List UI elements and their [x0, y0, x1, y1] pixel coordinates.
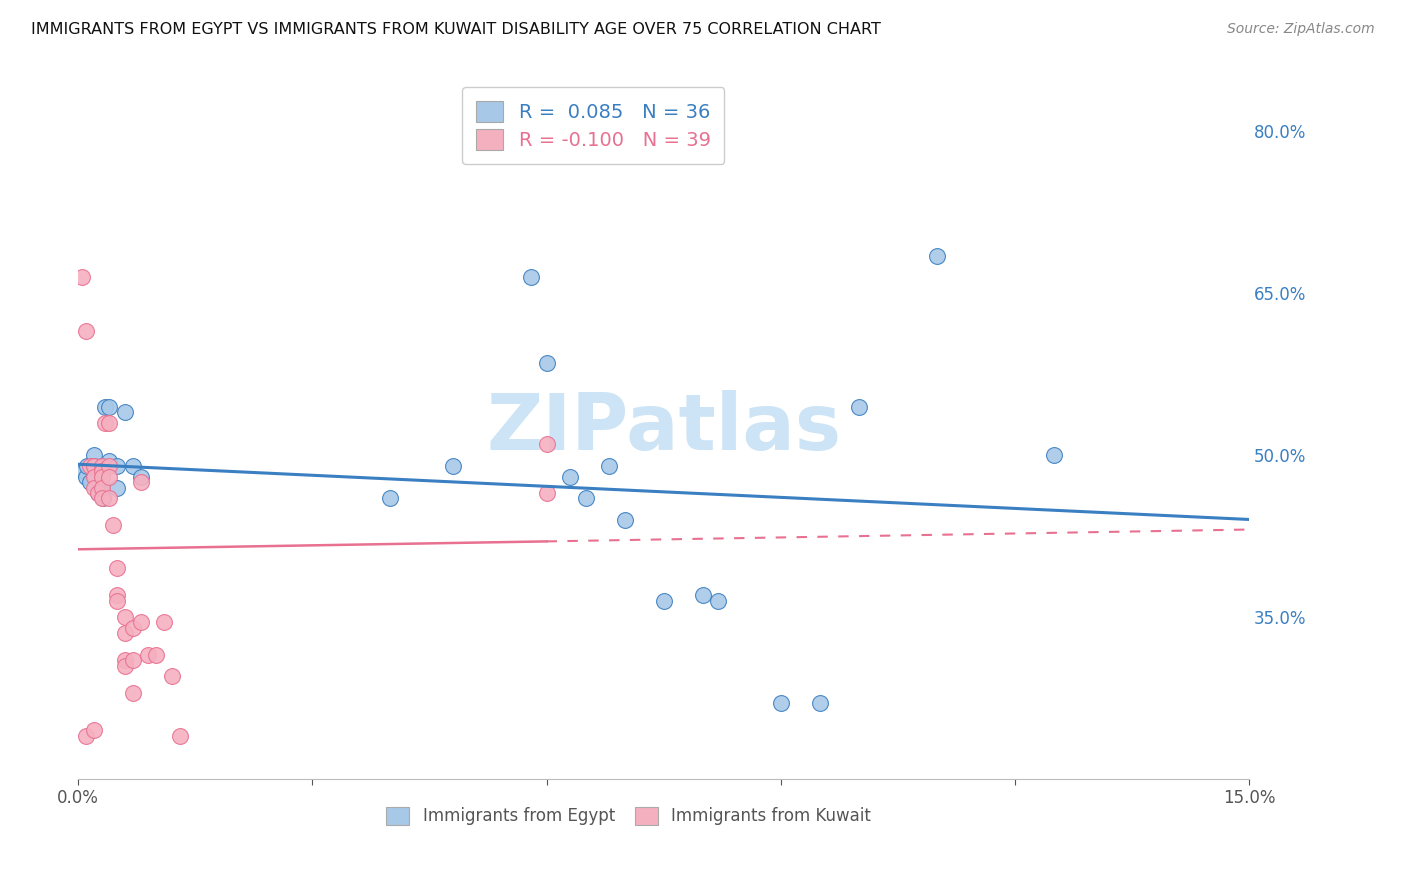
Legend: Immigrants from Egypt, Immigrants from Kuwait: Immigrants from Egypt, Immigrants from K…	[377, 798, 880, 834]
Point	[86, 486, 108, 500]
Point	[83, 458, 105, 473]
Point	[121, 458, 143, 473]
Point	[558, 469, 581, 483]
Point	[90, 486, 112, 500]
Point	[536, 356, 558, 370]
Point	[103, 518, 125, 533]
Point	[90, 464, 112, 478]
Point	[91, 491, 114, 506]
Text: Source: ZipAtlas.com: Source: ZipAtlas.com	[1227, 22, 1375, 37]
Point	[121, 685, 143, 699]
Point	[98, 400, 121, 414]
Point	[98, 491, 121, 506]
Text: ZIPatlas: ZIPatlas	[486, 390, 841, 467]
Point	[90, 469, 112, 483]
Point	[114, 658, 136, 673]
Point	[129, 475, 152, 490]
Point	[83, 481, 105, 495]
Point	[769, 697, 792, 711]
Point	[692, 589, 714, 603]
Point	[129, 469, 152, 483]
Point	[83, 458, 105, 473]
Point	[441, 458, 464, 473]
Point	[808, 697, 831, 711]
Point	[90, 481, 112, 495]
Point	[1043, 448, 1066, 462]
Point	[121, 653, 143, 667]
Point	[98, 469, 121, 483]
Point	[73, 464, 96, 478]
Point	[90, 458, 112, 473]
Point	[114, 653, 136, 667]
Point	[598, 458, 620, 473]
Point	[90, 469, 112, 483]
Point	[520, 270, 543, 285]
Point	[84, 469, 107, 483]
Point	[925, 248, 948, 262]
Point	[153, 615, 176, 630]
Point	[105, 589, 128, 603]
Point	[380, 491, 402, 506]
Point	[98, 416, 121, 430]
Point	[79, 475, 101, 490]
Point	[105, 594, 128, 608]
Text: IMMIGRANTS FROM EGYPT VS IMMIGRANTS FROM KUWAIT DISABILITY AGE OVER 75 CORRELATI: IMMIGRANTS FROM EGYPT VS IMMIGRANTS FROM…	[31, 22, 880, 37]
Point	[86, 486, 108, 500]
Point	[75, 729, 97, 743]
Point	[652, 594, 675, 608]
Point	[70, 270, 93, 285]
Point	[83, 448, 105, 462]
Point	[613, 513, 636, 527]
Point	[848, 400, 870, 414]
Point	[105, 481, 128, 495]
Point	[98, 453, 121, 467]
Point	[83, 469, 105, 483]
Point	[83, 723, 105, 738]
Point	[94, 400, 117, 414]
Point	[90, 458, 112, 473]
Point	[129, 615, 152, 630]
Point	[707, 594, 730, 608]
Point	[98, 458, 121, 473]
Point	[79, 458, 101, 473]
Point	[75, 324, 97, 338]
Point	[575, 491, 598, 506]
Point	[75, 469, 97, 483]
Point	[76, 458, 98, 473]
Point	[121, 621, 143, 635]
Point	[114, 610, 136, 624]
Point	[536, 437, 558, 451]
Point	[145, 648, 167, 662]
Point	[90, 491, 112, 506]
Point	[114, 626, 136, 640]
Point	[169, 729, 191, 743]
Point	[105, 561, 128, 575]
Point	[114, 405, 136, 419]
Point	[160, 669, 183, 683]
Point	[105, 458, 128, 473]
Point	[138, 648, 160, 662]
Point	[94, 416, 117, 430]
Point	[536, 486, 558, 500]
